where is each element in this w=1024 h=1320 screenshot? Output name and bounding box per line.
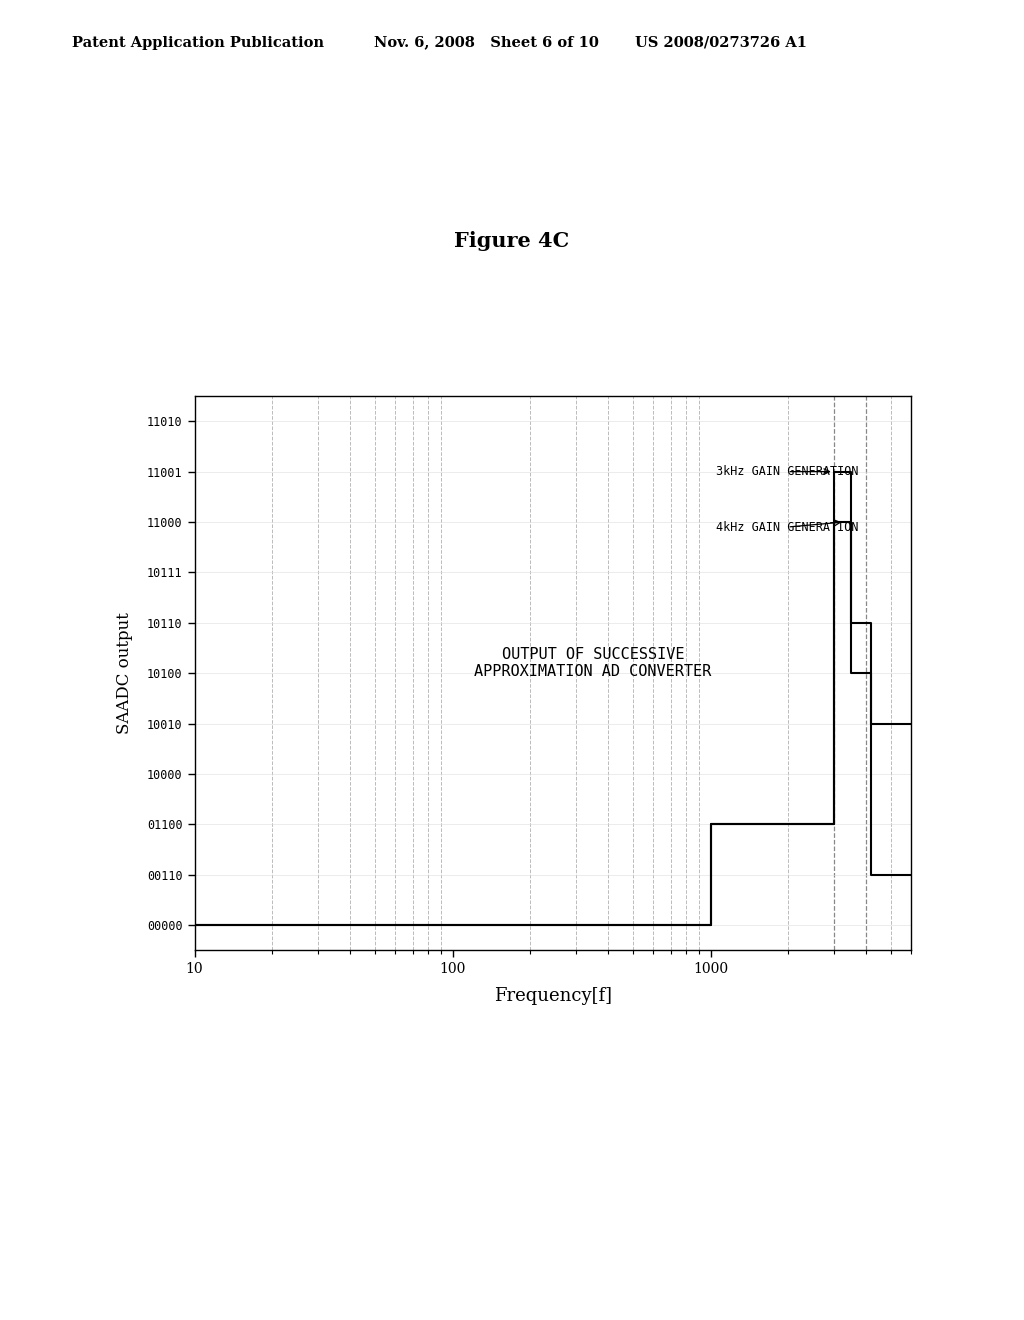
Text: OUTPUT OF SUCCESSIVE
APPROXIMATION AD CONVERTER: OUTPUT OF SUCCESSIVE APPROXIMATION AD CO… [474, 647, 712, 680]
Text: 4kHz GAIN GENERATION: 4kHz GAIN GENERATION [716, 520, 858, 533]
Text: Patent Application Publication: Patent Application Publication [72, 36, 324, 50]
Text: 3kHz GAIN GENERATION: 3kHz GAIN GENERATION [716, 465, 858, 478]
Text: Nov. 6, 2008   Sheet 6 of 10: Nov. 6, 2008 Sheet 6 of 10 [374, 36, 599, 50]
X-axis label: Frequency[f]: Frequency[f] [494, 987, 612, 1006]
Text: US 2008/0273726 A1: US 2008/0273726 A1 [635, 36, 807, 50]
Text: Figure 4C: Figure 4C [455, 231, 569, 251]
Y-axis label: SAADC output: SAADC output [117, 612, 133, 734]
